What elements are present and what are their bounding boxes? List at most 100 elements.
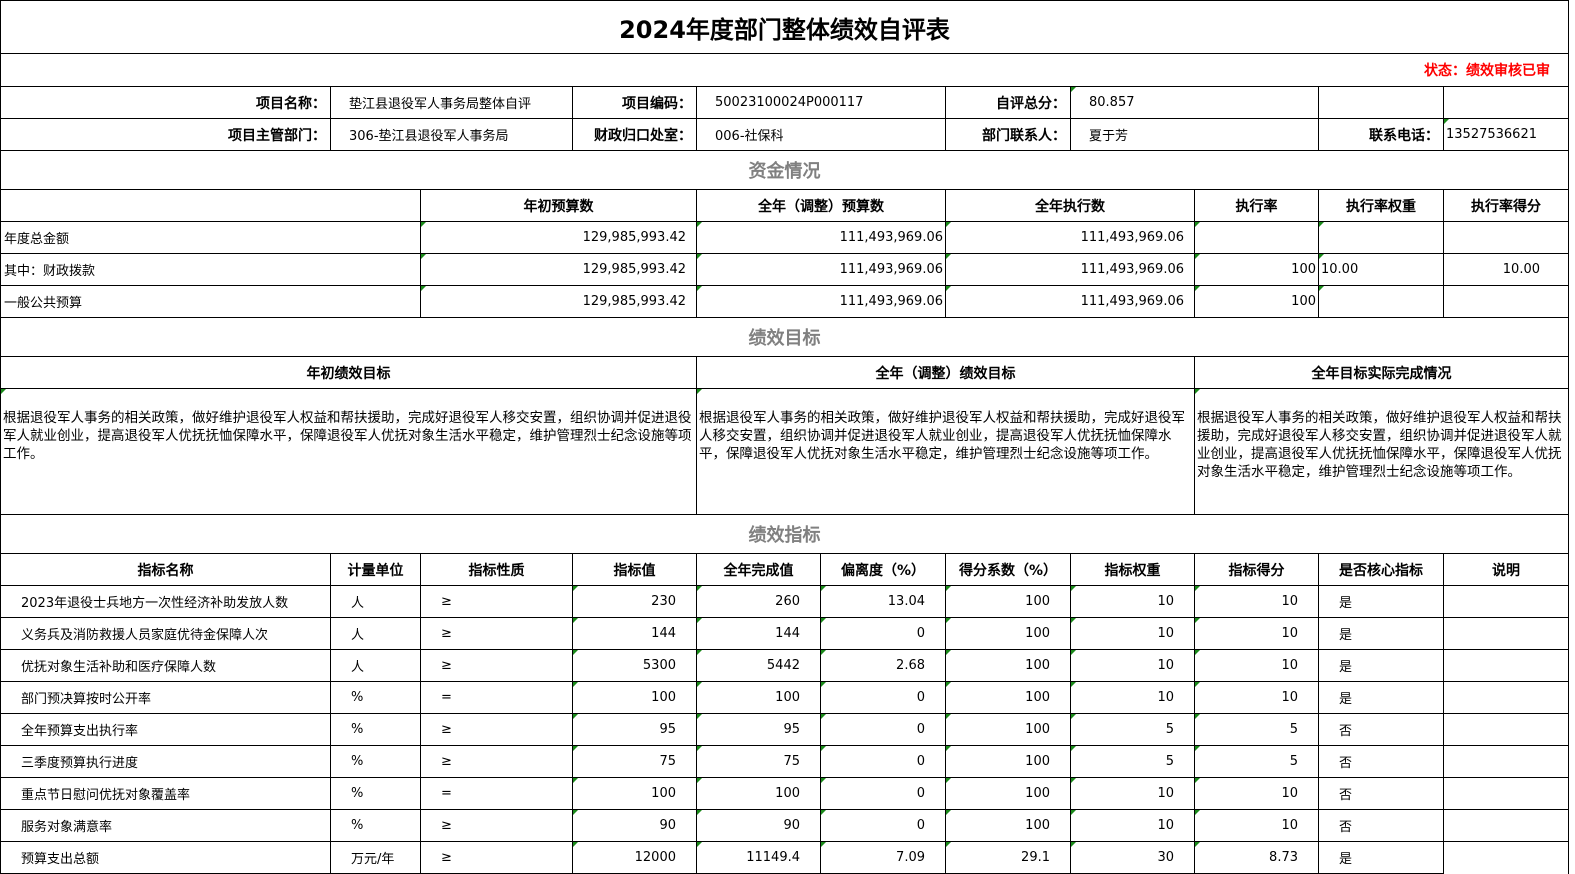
indicator-header: 全年完成值	[696, 553, 821, 586]
funds-weight-cell	[1318, 221, 1444, 254]
indicator-header: 偏离度（%）	[820, 553, 946, 586]
indicator-deviation-cell: 7.09	[820, 841, 946, 874]
indicator-score-coefficient-cell: 100	[945, 745, 1071, 778]
indicator-actual-value-cell: 144	[696, 617, 821, 650]
indicator-indicator-name-cell: 重点节日慰问优抚对象覆盖率	[0, 777, 331, 810]
funds-header: 全年（调整）预算数	[696, 189, 946, 222]
indicator-score-cell: 5	[1194, 745, 1319, 778]
indicator-deviation-cell: 0	[820, 809, 946, 842]
indicator-indicator-name-cell: 服务对象满意率	[0, 809, 331, 842]
funds-adjusted-cell: 111,493,969.06	[696, 221, 946, 254]
indicator-row: 三季度预算执行进度% ≥75 75 0 100 5 5 否	[0, 745, 1569, 778]
indicator-indicator-name-cell: 义务兵及消防救援人员家庭优待金保障人次	[0, 617, 331, 650]
indicator-remark-cell	[1443, 617, 1569, 650]
funds-weight-cell: 10.00	[1318, 253, 1444, 286]
indicator-is-core-cell: 否	[1318, 809, 1444, 842]
indicator-weight-cell: 10	[1070, 617, 1195, 650]
empty-cell	[1443, 86, 1569, 119]
indicator-actual-value-cell: 95	[696, 713, 821, 746]
indicator-is-core-cell: 否	[1318, 713, 1444, 746]
indicator-deviation-cell: 0	[820, 713, 946, 746]
indicator-nature-cell: ≥	[420, 713, 573, 746]
indicator-is-core-cell: 否	[1318, 777, 1444, 810]
indicator-actual-value-cell: 100	[696, 681, 821, 714]
indicator-nature-cell: =	[420, 681, 573, 714]
indicator-weight-cell: 10	[1070, 809, 1195, 842]
indicator-score-coefficient-cell: 100	[945, 681, 1071, 714]
indicator-weight-cell: 30	[1070, 841, 1195, 874]
funds-section-title: 资金情况	[0, 150, 1569, 190]
indicator-score-cell: 10	[1194, 649, 1319, 682]
funds-header: 年初预算数	[420, 189, 697, 222]
dept-label: 项目主管部门：	[0, 118, 331, 151]
indicator-unit-cell: %	[330, 713, 421, 746]
indicator-unit-cell: %	[330, 777, 421, 810]
indicator-deviation-cell: 0	[820, 745, 946, 778]
indicator-remark-cell	[1443, 745, 1569, 778]
indicator-unit-cell: 人	[330, 585, 421, 618]
status-label: 状态：绩效审核已审	[0, 53, 1569, 87]
funds-initial-cell: 129,985,993.42	[420, 253, 697, 286]
indicator-score-cell: 10	[1194, 681, 1319, 714]
funds-executed-cell: 111,493,969.06	[945, 285, 1195, 318]
indicators-section-title: 绩效指标	[0, 514, 1569, 554]
funds-score-cell: 10.00	[1443, 253, 1569, 286]
funds-rate-cell: 100	[1194, 253, 1319, 286]
indicator-actual-value-cell: 100	[696, 777, 821, 810]
indicator-header: 指标名称	[0, 553, 331, 586]
indicator-weight-cell: 10	[1070, 585, 1195, 618]
indicator-score-coefficient-cell: 100	[945, 649, 1071, 682]
indicator-target-value-cell: 100	[572, 777, 697, 810]
contact-label: 部门联系人：	[945, 118, 1071, 151]
project-code-label: 项目编码：	[572, 86, 697, 119]
indicator-remark-cell	[1443, 777, 1569, 810]
funds-row-label: 一般公共预算	[0, 285, 421, 318]
indicator-deviation-cell: 2.68	[820, 649, 946, 682]
indicator-indicator-name-cell: 2023年退役士兵地方一次性经济补助发放人数	[0, 585, 331, 618]
indicator-row: 服务对象满意率% ≥90 90 0 100 10 10 否	[0, 809, 1569, 842]
indicator-weight-cell: 5	[1070, 745, 1195, 778]
indicator-indicator-name-cell: 全年预算支出执行率	[0, 713, 331, 746]
indicator-is-core-cell: 是	[1318, 841, 1444, 874]
indicator-target-value-cell: 75	[572, 745, 697, 778]
indicator-unit-cell: %	[330, 681, 421, 714]
funds-adjusted-cell: 111,493,969.06	[696, 285, 946, 318]
indicator-remark-cell	[1443, 585, 1569, 618]
indicator-target-value-cell: 5300	[572, 649, 697, 682]
funds-score-cell	[1443, 221, 1569, 254]
indicator-is-core-cell: 是	[1318, 681, 1444, 714]
dept-value: 306-垫江县退役军人事务局	[330, 118, 573, 151]
indicator-header: 计量单位	[330, 553, 421, 586]
indicator-is-core-cell: 是	[1318, 585, 1444, 618]
finance-office-label: 财政归口处室：	[572, 118, 697, 151]
indicator-score-coefficient-cell: 29.1	[945, 841, 1071, 874]
indicator-actual-value-cell: 5442	[696, 649, 821, 682]
indicator-weight-cell: 5	[1070, 713, 1195, 746]
funds-row: 其中：财政拨款 129,985,993.42 111,493,969.06 111,4…	[0, 253, 1569, 286]
indicator-score-cell: 10	[1194, 585, 1319, 618]
funds-header: 执行率权重	[1318, 189, 1444, 222]
funds-executed-cell: 111,493,969.06	[945, 221, 1195, 254]
indicator-score-coefficient-cell: 100	[945, 585, 1071, 618]
indicator-target-value-cell: 144	[572, 617, 697, 650]
indicator-row: 优抚对象生活补助和医疗保障人数人 ≥5300 5442 2.68 100 10 10 是	[0, 649, 1569, 682]
goals-header: 全年目标实际完成情况	[1194, 356, 1569, 389]
indicator-unit-cell: 万元/年	[330, 841, 421, 874]
funds-header: 执行率得分	[1443, 189, 1569, 222]
indicator-target-value-cell: 12000	[572, 841, 697, 874]
indicator-indicator-name-cell: 部门预决算按时公开率	[0, 681, 331, 714]
funds-header: 执行率	[1194, 189, 1319, 222]
indicator-header: 指标权重	[1070, 553, 1195, 586]
finance-office-value: 006-社保科	[696, 118, 946, 151]
indicator-target-value-cell: 100	[572, 681, 697, 714]
indicator-remark-cell	[1443, 809, 1569, 842]
indicator-unit-cell: %	[330, 809, 421, 842]
indicator-row: 预算支出总额 万元/年 ≥12000 11149.4 7.09 29.1 30 8.73 是	[0, 841, 1569, 874]
indicator-deviation-cell: 13.04	[820, 585, 946, 618]
project-name-label: 项目名称：	[0, 86, 331, 119]
indicator-remark-cell	[1443, 649, 1569, 682]
empty-cell	[1318, 86, 1444, 119]
indicator-unit-cell: 人	[330, 617, 421, 650]
indicator-score-cell: 10	[1194, 777, 1319, 810]
funds-initial-cell: 129,985,993.42	[420, 285, 697, 318]
